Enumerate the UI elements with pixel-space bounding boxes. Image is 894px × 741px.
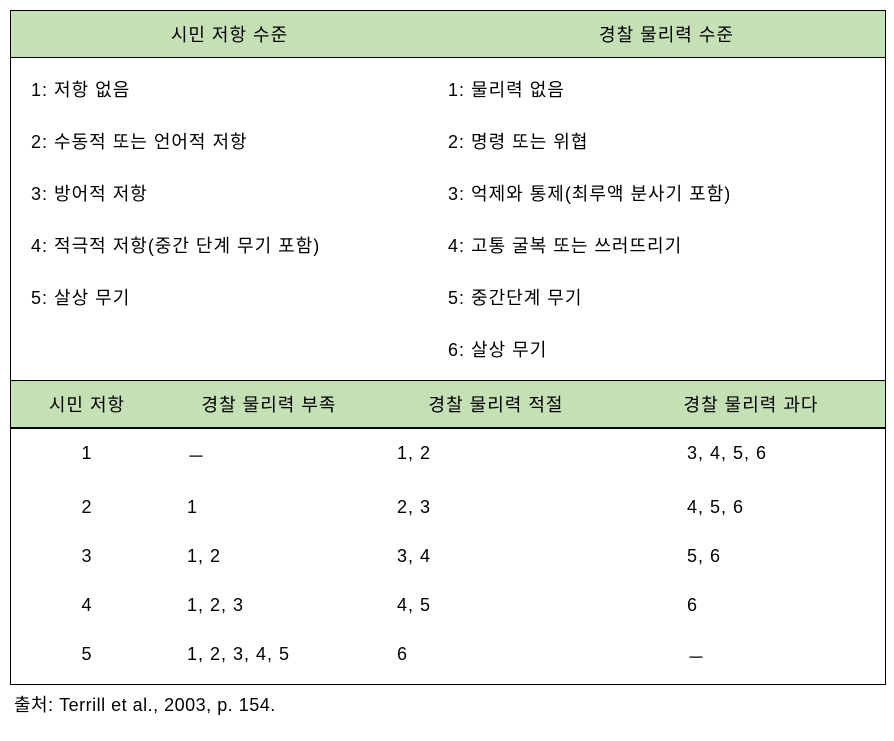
matrix-header-insufficient: 경찰 물리력 부족 <box>163 381 375 427</box>
data-table: 시민 저항 수준 경찰 물리력 수준 1: 저항 없음 2: 수동적 또는 언어… <box>10 10 886 685</box>
citizen-level-item: 1: 저항 없음 <box>31 76 448 102</box>
matrix-row: 2 1 2, 3 4, 5, 6 <box>11 483 885 532</box>
matrix-cell: － <box>157 443 387 469</box>
matrix-cell: 3, 4 <box>387 546 627 567</box>
citizen-level-item: 4: 적극적 저항(중간 단계 무기 포함) <box>31 232 448 258</box>
header-police-force: 경찰 물리력 수준 <box>448 11 885 57</box>
police-level-item: 1: 물리력 없음 <box>448 76 865 102</box>
matrix-cell: 1, 2, 3, 4, 5 <box>157 644 387 670</box>
police-levels-column: 1: 물리력 없음 2: 명령 또는 위협 3: 억제와 통제(최루액 분사기 … <box>448 76 865 362</box>
matrix-header-excessive: 경찰 물리력 과다 <box>617 381 885 427</box>
police-level-item: 6: 살상 무기 <box>448 336 865 362</box>
matrix-cell: 2 <box>17 497 157 518</box>
matrix-cell: 3, 4, 5, 6 <box>627 443 879 469</box>
police-level-item: 5: 중간단계 무기 <box>448 284 865 310</box>
matrix-cell: 6 <box>387 644 627 670</box>
matrix-header-appropriate: 경찰 물리력 적절 <box>375 381 617 427</box>
matrix-row: 5 1, 2, 3, 4, 5 6 － <box>11 630 885 684</box>
citizen-level-item: 5: 살상 무기 <box>31 284 448 310</box>
citizen-levels-column: 1: 저항 없음 2: 수동적 또는 언어적 저항 3: 방어적 저항 4: 적… <box>31 76 448 362</box>
police-level-item: 4: 고통 굴복 또는 쓰러뜨리기 <box>448 232 865 258</box>
matrix-row: 3 1, 2 3, 4 5, 6 <box>11 532 885 581</box>
source-citation: 출처: Terrill et al., 2003, p. 154. <box>10 685 884 723</box>
matrix-cell: － <box>627 644 879 670</box>
matrix-header-citizen: 시민 저항 <box>11 381 163 427</box>
matrix-cell: 1, 2 <box>387 443 627 469</box>
matrix-cell: 5, 6 <box>627 546 879 567</box>
matrix-cell: 2, 3 <box>387 497 627 518</box>
matrix-row: 4 1, 2, 3 4, 5 6 <box>11 581 885 630</box>
matrix-cell: 1 <box>17 443 157 469</box>
matrix-cell: 3 <box>17 546 157 567</box>
matrix-cell: 1 <box>157 497 387 518</box>
matrix-cell: 1, 2 <box>157 546 387 567</box>
header-citizen-resistance: 시민 저항 수준 <box>11 11 448 57</box>
matrix-row: 1 － 1, 2 3, 4, 5, 6 <box>11 429 885 483</box>
matrix-cell: 1, 2, 3 <box>157 595 387 616</box>
matrix-cell: 4, 5 <box>387 595 627 616</box>
citizen-level-item: 3: 방어적 저항 <box>31 180 448 206</box>
police-level-item: 3: 억제와 통제(최루액 분사기 포함) <box>448 180 865 206</box>
citizen-level-item: 2: 수동적 또는 언어적 저항 <box>31 128 448 154</box>
matrix-header-row: 시민 저항 경찰 물리력 부족 경찰 물리력 적절 경찰 물리력 과다 <box>11 381 885 428</box>
matrix-body: 1 － 1, 2 3, 4, 5, 6 2 1 2, 3 4, 5, 6 3 1… <box>11 428 885 684</box>
matrix-cell: 4, 5, 6 <box>627 497 879 518</box>
matrix-cell: 4 <box>17 595 157 616</box>
matrix-cell: 5 <box>17 644 157 670</box>
matrix-cell: 6 <box>627 595 879 616</box>
top-header-row: 시민 저항 수준 경찰 물리력 수준 <box>11 11 885 58</box>
levels-section: 1: 저항 없음 2: 수동적 또는 언어적 저항 3: 방어적 저항 4: 적… <box>11 58 885 381</box>
police-level-item: 2: 명령 또는 위협 <box>448 128 865 154</box>
